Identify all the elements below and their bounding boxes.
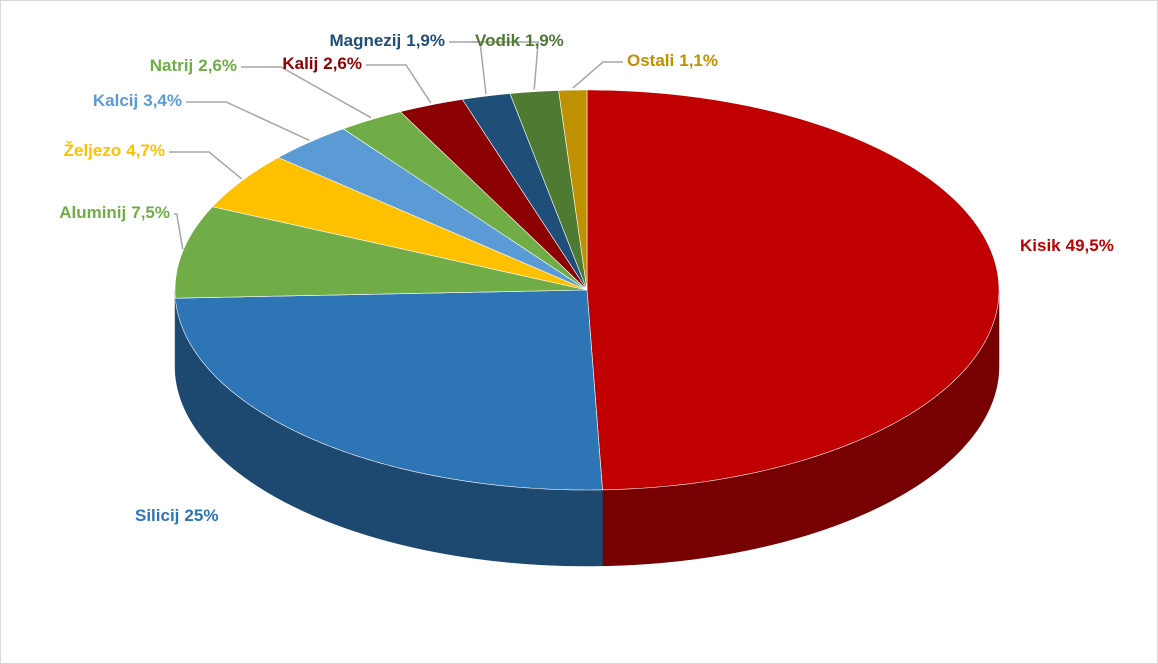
data-label: Silicij 25%: [135, 506, 218, 525]
label-category: Kalij: [282, 54, 318, 73]
leader-line: [241, 66, 372, 119]
slice-top: [558, 89, 588, 291]
label-category: Silicij: [135, 506, 179, 525]
label-category: Natrij: [150, 56, 193, 75]
pie-slice: [399, 99, 588, 291]
label-category: Vodik: [475, 31, 521, 50]
pie-slice: [211, 157, 588, 291]
label-value: 7,5%: [131, 203, 170, 222]
label-value: 49,5%: [1066, 236, 1114, 255]
slice-top: [342, 111, 588, 291]
label-category: Kalcij: [93, 91, 138, 110]
label-value: 1,9%: [525, 31, 564, 50]
leader-line: [186, 101, 310, 141]
label-value: 2,6%: [198, 56, 237, 75]
leader-line: [366, 64, 432, 104]
label-category: Kisik: [1020, 236, 1061, 255]
data-label: Kalcij 3,4%: [93, 91, 182, 110]
pie-slice: [558, 89, 588, 291]
label-value: 25%: [184, 506, 218, 525]
slice-top: [175, 289, 603, 491]
leader-line: [471, 41, 539, 90]
label-category: Aluminij: [59, 203, 126, 222]
data-label: Željezo 4,7%: [64, 141, 165, 160]
slice-top: [509, 90, 588, 291]
leader-line: [174, 213, 184, 250]
slice-top: [586, 89, 1000, 491]
data-label: Natrij 2,6%: [150, 56, 237, 75]
data-label: Aluminij 7,5%: [59, 203, 170, 222]
slice-top: [211, 157, 588, 291]
label-category: Magnezij: [329, 31, 401, 50]
label-category: Željezo: [64, 141, 122, 160]
data-label: Kisik 49,5%: [1020, 236, 1114, 255]
label-category: Ostali: [627, 51, 674, 70]
label-value: 2,6%: [323, 54, 362, 73]
pie-slice: [461, 93, 588, 291]
slice-top: [277, 128, 588, 291]
leader-line: [169, 151, 243, 180]
pie-slice: [509, 90, 588, 291]
pie-slice: [175, 289, 603, 567]
pie-slice: [174, 206, 588, 375]
data-label: Ostali 1,1%: [627, 51, 718, 70]
slice-top: [461, 93, 588, 291]
leader-line: [572, 61, 623, 89]
slice-top: [399, 99, 588, 291]
label-value: 1,9%: [406, 31, 445, 50]
data-label: Magnezij 1,9%: [329, 31, 445, 50]
pie-slice: [342, 111, 588, 291]
label-value: 3,4%: [143, 91, 182, 110]
data-label: Kalij 2,6%: [282, 54, 362, 73]
slice-top: [174, 206, 588, 299]
data-label: Vodik 1,9%: [475, 31, 564, 50]
pie-slice: [277, 128, 588, 291]
label-value: 4,7%: [126, 141, 165, 160]
label-value: 1,1%: [679, 51, 718, 70]
